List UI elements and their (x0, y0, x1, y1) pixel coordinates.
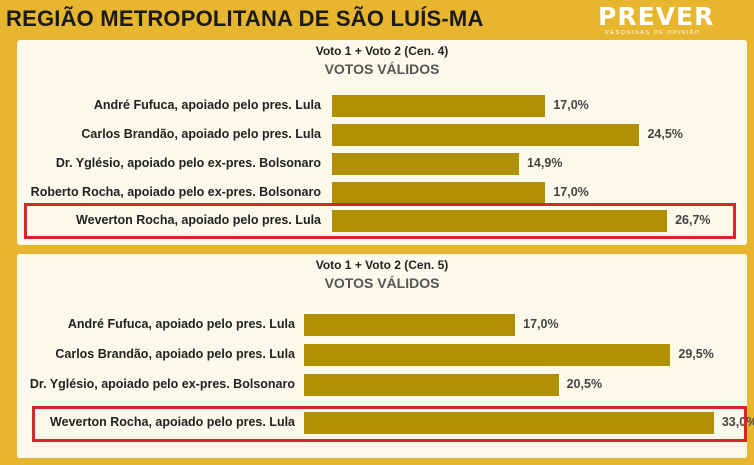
bar (332, 210, 668, 232)
bar-label-box: Weverton Rocha, apoiado pelo pres. Lula (17, 411, 295, 435)
bar (332, 153, 519, 175)
bar (304, 412, 714, 434)
bar-category-label: Roberto Rocha, apoiado pelo ex-pres. Bol… (30, 185, 321, 199)
bar-category-label: André Fufuca, apoiado pelo pres. Lula (93, 98, 321, 112)
bar-category-label: Carlos Brandão, apoiado pelo pres. Lula (81, 127, 321, 141)
bar-value-label: 20,5% (566, 377, 603, 391)
bar-value-label: 26,7% (675, 213, 711, 227)
bar-row: Dr. Yglésio, apoiado pelo ex-pres. Bolso… (17, 373, 747, 397)
bar-label-box: André Fufuca, apoiado pelo pres. Lula (17, 313, 295, 337)
highlight-box (32, 406, 747, 442)
chart-panel-cen4: Voto 1 + Voto 2 (Cen. 4) VOTOS VÁLIDOS A… (17, 40, 747, 245)
chart-title: Voto 1 + Voto 2 (Cen. 5) (315, 258, 449, 272)
logo-name: PREVER (598, 2, 715, 31)
bar-label-box: Roberto Rocha, apoiado pelo ex-pres. Bol… (17, 181, 321, 205)
highlight-box (24, 203, 736, 239)
bar (304, 344, 671, 366)
bar-row: André Fufuca, apoiado pelo pres. Lula 17,… (17, 94, 747, 118)
prever-logo: PREVER PESQUISAS DE OPINIÃO (598, 2, 715, 38)
chart-title: Voto 1 + Voto 2 (Cen. 4) (315, 44, 449, 58)
bar-category-label: Dr. Yglésio, apoiado pelo ex-pres. Bolso… (29, 377, 295, 391)
bar-row: Carlos Brandão, apoiado pelo pres. Lula 2… (17, 123, 747, 147)
bar-value-label: 17,0% (553, 185, 589, 199)
bar-row: Roberto Rocha, apoiado pelo ex-pres. Bol… (17, 181, 747, 205)
chart-subtitle: VOTOS VÁLIDOS (324, 61, 440, 77)
bar-value-label: 24,5% (647, 127, 683, 141)
logo-tagline: PESQUISAS DE OPINIÃO (605, 30, 701, 36)
bar (304, 374, 559, 396)
bar (304, 314, 516, 336)
bar-category-label: Weverton Rocha, apoiado pelo pres. Lula (50, 415, 295, 429)
bar-category-label: Dr. Yglésio, apoiado pelo ex-pres. Bolso… (55, 156, 321, 170)
chart-subtitle: VOTOS VÁLIDOS (324, 275, 440, 291)
bar (332, 182, 546, 204)
bar-row: Dr. Yglésio, apoiado pelo ex-pres. Bolso… (17, 152, 747, 176)
bar-row: Weverton Rocha, apoiado pelo pres. Lula 3… (17, 411, 754, 435)
bar-label-box: André Fufuca, apoiado pelo pres. Lula (17, 94, 321, 118)
bar-row: André Fufuca, apoiado pelo pres. Lula 17,… (17, 313, 747, 337)
bar-value-label: 29,5% (678, 347, 714, 361)
chart-panel-cen5: Voto 1 + Voto 2 (Cen. 5) VOTOS VÁLIDOS A… (17, 254, 754, 458)
bar-label-box: Weverton Rocha, apoiado pelo pres. Lula (17, 209, 321, 233)
bar-label-box: Carlos Brandão, apoiado pelo pres. Lula (17, 343, 295, 367)
bar-category-label: Weverton Rocha, apoiado pelo pres. Lula (76, 213, 321, 227)
bar (332, 95, 546, 117)
bar-category-label: Carlos Brandão, apoiado pelo pres. Lula (55, 347, 295, 361)
page-title: REGIÃO METROPOLITANA DE SÃO LUÍS-MA (6, 6, 484, 31)
bar-row: Carlos Brandão, apoiado pelo pres. Lula 2… (17, 343, 747, 367)
bar (332, 124, 640, 146)
bar-value-label: 14,9% (526, 156, 563, 170)
bar-label-box: Dr. Yglésio, apoiado pelo ex-pres. Bolso… (17, 373, 295, 397)
bar-value-label: 17,0% (553, 98, 589, 112)
bar-row: Weverton Rocha, apoiado pelo pres. Lula 2… (17, 209, 747, 233)
bar-label-box: Dr. Yglésio, apoiado pelo ex-pres. Bolso… (17, 152, 321, 176)
bar-category-label: André Fufuca, apoiado pelo pres. Lula (67, 317, 295, 331)
bar-label-box: Carlos Brandão, apoiado pelo pres. Lula (17, 123, 321, 147)
bar-value-label: 17,0% (523, 317, 559, 331)
